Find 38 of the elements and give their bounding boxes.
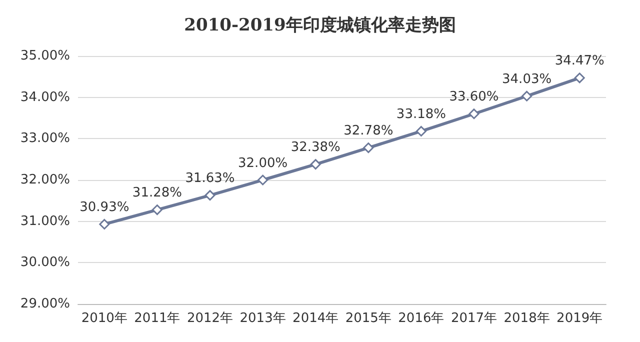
point	[99, 218, 110, 230]
data-label: 31.63%	[185, 171, 235, 186]
x-tick-label: 2018年	[504, 311, 550, 326]
data-label: 31.28%	[132, 186, 182, 201]
x-tick-label: 2015年	[345, 311, 392, 326]
data-label: 34.03%	[502, 72, 552, 87]
point	[310, 159, 321, 170]
x-tick-label: 2014年	[292, 311, 339, 326]
y-tick-label: 31.00%	[20, 214, 70, 229]
x-tick-label: 2017年	[450, 311, 498, 326]
data-label: 33.18%	[396, 106, 446, 122]
x-tick-label: 2019年	[556, 311, 603, 326]
data-label: 32.38%	[290, 140, 340, 156]
x-tick-label: 2010年	[81, 311, 128, 326]
y-tick-label: 33.00%	[20, 131, 70, 146]
x-tick-label: 2012年	[186, 311, 234, 326]
x-tick-label: 2016年	[398, 311, 444, 326]
point	[416, 126, 426, 136]
data-label: 34.47%	[554, 54, 604, 69]
y-tick-label: 35.00%	[20, 48, 70, 64]
y-tick-label: 29.00%	[20, 296, 70, 312]
y-tick-label: 30.00%	[20, 255, 70, 270]
point	[363, 142, 374, 154]
point	[204, 190, 216, 201]
chart-title: 2010-2019年印度城镇化率走势图	[184, 16, 456, 36]
point	[468, 108, 480, 120]
y-tick-label: 32.00%	[20, 172, 70, 188]
data-label: 30.93%	[80, 200, 130, 215]
data-label: 32.00%	[238, 156, 288, 171]
data-label: 32.78%	[344, 124, 394, 139]
x-tick-label: 2013年	[240, 311, 286, 326]
point	[522, 90, 532, 102]
data-label: 33.60%	[449, 90, 499, 105]
x-tick-label: 2011年	[134, 311, 180, 326]
y-tick-label: 34.00%	[20, 90, 70, 105]
point	[574, 72, 585, 84]
point	[152, 204, 162, 216]
point	[258, 174, 268, 186]
